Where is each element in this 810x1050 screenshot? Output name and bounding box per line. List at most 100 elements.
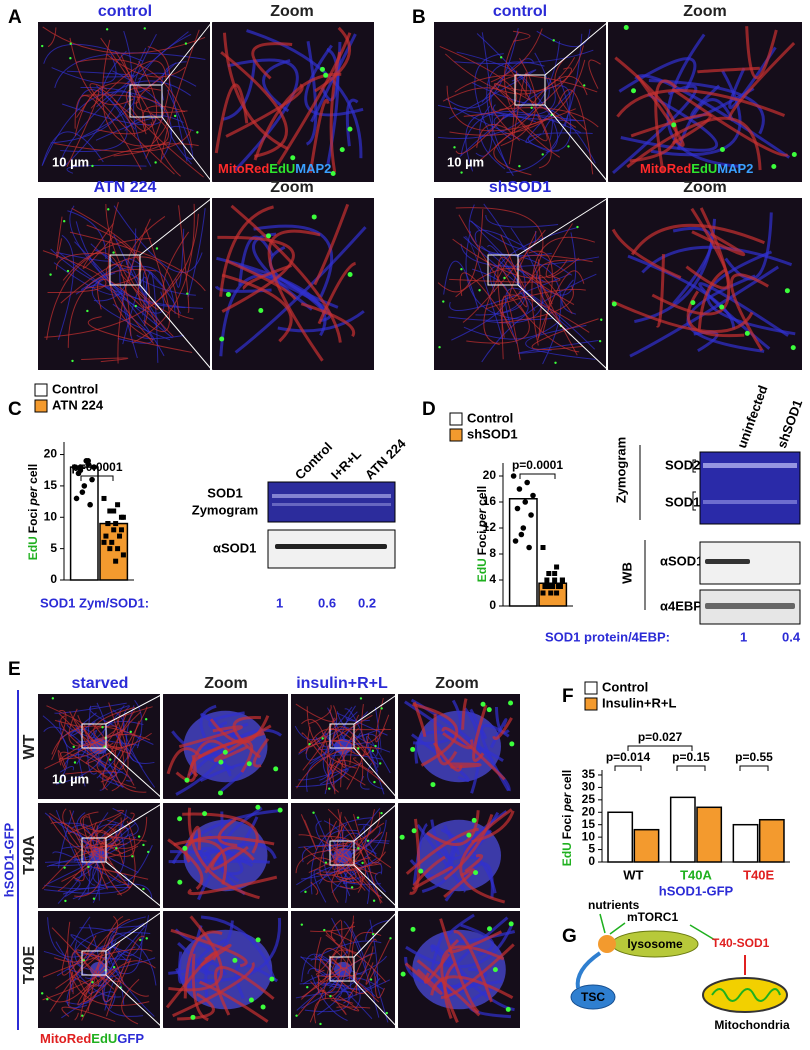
fiber (489, 89, 548, 142)
fiber (685, 207, 731, 290)
fiber (430, 975, 514, 1000)
fiber (353, 822, 385, 899)
fiber (219, 205, 274, 297)
fiber (301, 732, 334, 773)
fiber (440, 943, 515, 999)
fiber (329, 844, 378, 875)
fiber (455, 267, 553, 305)
fiber (162, 231, 194, 320)
fiber (46, 941, 121, 1003)
y-label-part: Foci (475, 531, 489, 556)
fiber (468, 204, 552, 257)
node-label: mTORC1 (627, 910, 678, 924)
y-label-part: EdU (560, 842, 574, 866)
point (117, 533, 123, 539)
point (544, 577, 550, 583)
fiber (706, 250, 796, 336)
edu-dot (319, 66, 325, 72)
condition: control (493, 3, 547, 20)
edu-dot (101, 726, 104, 729)
fiber (374, 976, 385, 999)
zymogram (267, 481, 396, 523)
edu-dot (321, 737, 324, 740)
edu-dot (311, 214, 317, 220)
fiber (124, 114, 184, 132)
fiber (405, 924, 514, 969)
y-axis-label: EdU Foci per cell (560, 770, 574, 866)
fiber (300, 814, 317, 851)
y-tick-label: 30 (582, 780, 596, 794)
fiber (506, 64, 552, 169)
fiber (110, 932, 151, 963)
blot-label: WB (619, 562, 634, 584)
fiber (498, 285, 574, 324)
point (518, 531, 525, 538)
fiber (75, 58, 193, 148)
fiber (51, 927, 99, 987)
fiber (75, 89, 136, 130)
edu-dot (248, 997, 254, 1003)
fiber (113, 205, 203, 273)
fiber (616, 89, 786, 118)
edu-dot (744, 330, 750, 336)
zoom-line (105, 861, 164, 909)
edu-dot (71, 359, 74, 363)
point (528, 512, 534, 518)
fiber (411, 865, 453, 891)
edu-dot (480, 701, 486, 707)
edu-dot (177, 879, 183, 885)
pathway-diagram: nutrients mTORC1 lysosome T40-SOD1 TSC M… (570, 898, 790, 1032)
fiber (317, 741, 367, 751)
fiber (508, 72, 528, 165)
edu-dot (246, 761, 252, 767)
fiber (512, 30, 531, 42)
fiber (461, 698, 468, 730)
fiber (453, 107, 560, 152)
fiber (554, 55, 587, 131)
fiber (66, 89, 100, 167)
fiber (323, 820, 342, 853)
fiber (458, 214, 580, 353)
fiber (106, 935, 146, 1017)
fiber (545, 223, 580, 278)
bracket (627, 745, 693, 751)
fiber (77, 715, 152, 749)
edu-dot (147, 850, 150, 854)
point (103, 533, 109, 539)
fiber (220, 51, 288, 158)
edu-dot (399, 834, 405, 840)
bar (696, 806, 723, 863)
fiber (99, 733, 142, 791)
fiber (58, 713, 101, 752)
fiber (300, 302, 356, 338)
fiber (301, 844, 349, 863)
legend-label: Control (602, 679, 648, 694)
edu-dot (418, 868, 424, 874)
zoom-line (353, 864, 399, 909)
point (540, 545, 546, 550)
fiber (439, 46, 518, 117)
fiber (474, 229, 573, 276)
edu-dot (487, 926, 493, 932)
fiber (729, 273, 769, 352)
fiber (42, 715, 69, 784)
y-tick-label: 15 (582, 817, 596, 831)
y-label-part: cell (560, 770, 574, 790)
fiber (121, 978, 140, 1025)
edu-dot (719, 146, 725, 152)
fiber (409, 818, 421, 895)
annotation: p=0.15 (672, 750, 710, 764)
fiber (44, 826, 125, 889)
fiber (252, 737, 270, 768)
edu-dot (319, 1022, 322, 1026)
fiber (177, 992, 215, 1021)
fiber (472, 704, 488, 762)
fiber (724, 212, 773, 281)
fiber (485, 288, 586, 310)
point (101, 495, 107, 501)
fiber (449, 273, 571, 312)
legend-label: ATN 224 (52, 397, 104, 412)
edu-dot (184, 777, 190, 783)
edu-dot (374, 744, 377, 748)
edu-dot (173, 114, 177, 118)
